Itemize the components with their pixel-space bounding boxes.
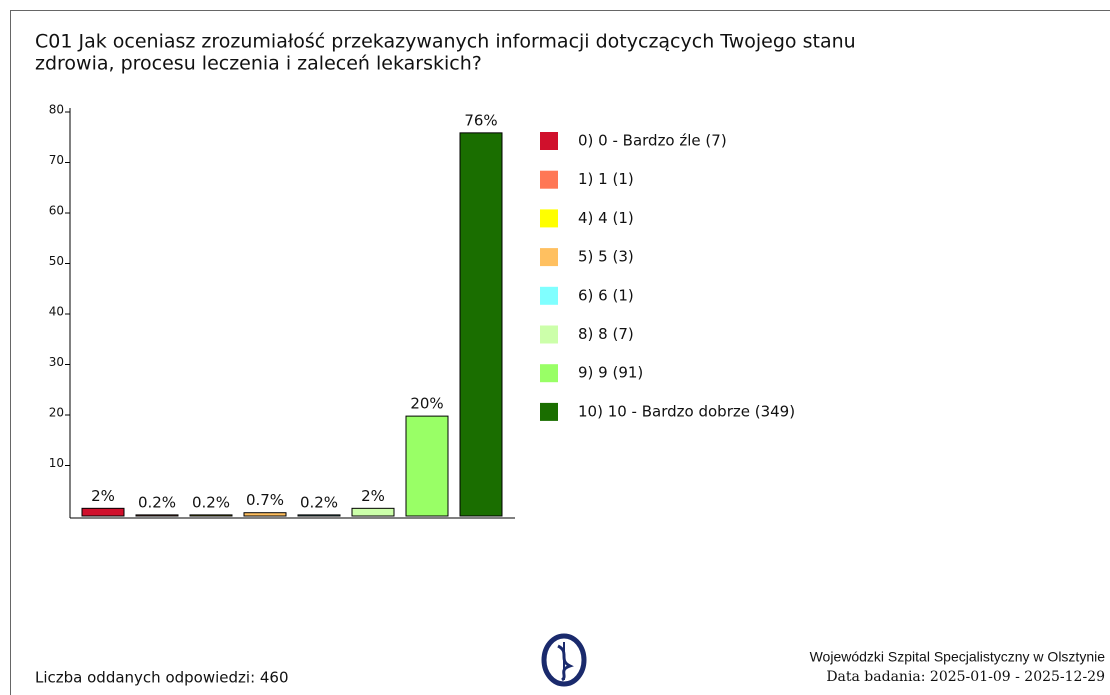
value-label: 2% xyxy=(91,487,115,505)
value-label: 0.2% xyxy=(192,493,230,511)
value-label: 0.7% xyxy=(246,491,284,509)
legend-label: 6) 6 (1) xyxy=(578,286,634,304)
y-tick-label: 40 xyxy=(49,305,64,319)
legend-label: 1) 1 (1) xyxy=(578,170,634,188)
bar xyxy=(459,132,503,517)
legend-label: 9) 9 (91) xyxy=(578,364,643,382)
legend-label: 10) 10 - Bardzo dobrze (349) xyxy=(578,402,795,420)
bar xyxy=(135,514,179,517)
legend-swatch xyxy=(540,248,558,267)
legend-label: 8) 8 (7) xyxy=(578,325,634,343)
value-label: 2% xyxy=(361,487,385,505)
legend-swatch xyxy=(540,364,558,383)
value-label: 0.2% xyxy=(138,493,176,511)
value-label: 76% xyxy=(464,111,497,129)
bar xyxy=(243,512,287,517)
response-count: Liczba oddanych odpowiedzi: 460 xyxy=(35,669,289,687)
chart-title: C01 Jak oceniasz zrozumiałość przekazywa… xyxy=(35,31,856,53)
bar xyxy=(81,507,125,517)
y-tick-label: 20 xyxy=(49,406,64,420)
legend-label: 0) 0 - Bardzo źle (7) xyxy=(578,132,727,150)
chart-title: zdrowia, procesu leczenia i zaleceń leka… xyxy=(35,53,482,75)
legend-swatch xyxy=(540,170,558,189)
legend-swatch xyxy=(540,286,558,305)
legend-swatch xyxy=(540,209,558,228)
y-tick-label: 70 xyxy=(49,153,64,167)
y-tick-label: 10 xyxy=(49,456,64,470)
bar xyxy=(405,415,449,517)
legend-swatch xyxy=(540,325,558,344)
survey-date: Data badania: 2025-01-09 - 2025-12-29 xyxy=(826,669,1105,685)
legend-label: 5) 5 (3) xyxy=(578,248,634,266)
bar xyxy=(351,507,395,517)
y-tick-label: 50 xyxy=(49,254,64,268)
y-tick-label: 60 xyxy=(49,204,64,218)
logo xyxy=(541,633,587,687)
hospital-name: Wojewódzki Szpital Specjalistyczny w Ols… xyxy=(810,649,1106,665)
legend-label: 4) 4 (1) xyxy=(578,209,634,227)
frame xyxy=(10,10,1110,695)
y-tick-label: 30 xyxy=(49,355,64,369)
value-label: 20% xyxy=(410,395,443,413)
bar xyxy=(189,514,233,517)
legend-swatch xyxy=(540,132,558,150)
y-tick-label: 80 xyxy=(49,103,64,117)
bar xyxy=(297,514,341,517)
value-label: 0.2% xyxy=(300,493,338,511)
legend-swatch xyxy=(540,402,558,421)
